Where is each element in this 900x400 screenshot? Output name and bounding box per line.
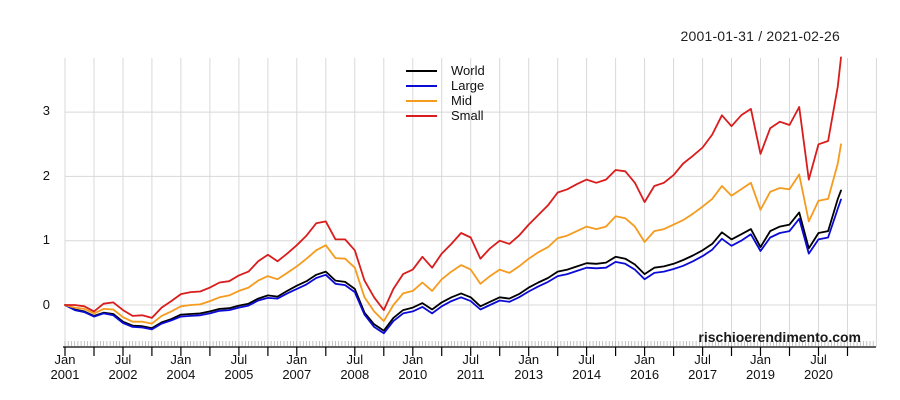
x-tick-label-jul-2008: Jul 2008: [340, 352, 370, 382]
legend-label-mid: Mid: [451, 93, 472, 108]
watermark: rischioerendimento.com: [698, 329, 861, 345]
x-tick-label-jul-2017: Jul 2017: [688, 352, 718, 382]
series-line-mid: [64, 143, 842, 325]
series-line-small: [64, 56, 842, 319]
x-tick-label-jan-2010: Jan 2010: [398, 352, 428, 382]
series-line-large: [64, 198, 842, 335]
legend-label-small: Small: [451, 108, 484, 123]
legend-item-large: Large: [406, 78, 485, 93]
y-tick-label-2: 2: [42, 168, 50, 183]
legend-line-world: [406, 69, 437, 72]
chart-title: 2001-01-31 / 2021-02-26: [680, 28, 840, 44]
x-tick-label-jan-2007: Jan 2007: [282, 352, 312, 382]
x-tick-label-jan-2004: Jan 2004: [166, 352, 196, 382]
legend-item-small: Small: [406, 108, 485, 123]
y-tick-label-1: 1: [42, 232, 50, 247]
x-tick-label-jan-2016: Jan 2016: [630, 352, 660, 382]
legend-line-large: [406, 84, 437, 87]
x-tick-label-jul-2014: Jul 2014: [572, 352, 602, 382]
x-tick-label-jul-2005: Jul 2005: [224, 352, 254, 382]
legend: World Large Mid Small: [406, 63, 485, 123]
legend-line-small: [406, 114, 437, 117]
x-tick-label-jul-2011: Jul 2011: [456, 352, 485, 382]
x-tick-label-jan-2013: Jan 2013: [514, 352, 544, 382]
x-tick-label-jul-2020: Jul 2020: [804, 352, 833, 382]
x-tick-label-jan-2019: Jan 2019: [746, 352, 775, 382]
legend-line-mid: [406, 99, 437, 102]
legend-item-world: World: [406, 63, 485, 78]
y-tick-label-3: 3: [42, 103, 50, 118]
y-tick-label-0: 0: [42, 297, 50, 312]
legend-label-world: World: [451, 63, 485, 78]
series-line-world: [64, 189, 842, 332]
legend-label-large: Large: [451, 78, 485, 93]
x-tick-label-jan-2001: Jan 2001: [50, 352, 80, 382]
legend-item-mid: Mid: [406, 93, 485, 108]
x-tick-label-jul-2002: Jul 2002: [108, 352, 138, 382]
